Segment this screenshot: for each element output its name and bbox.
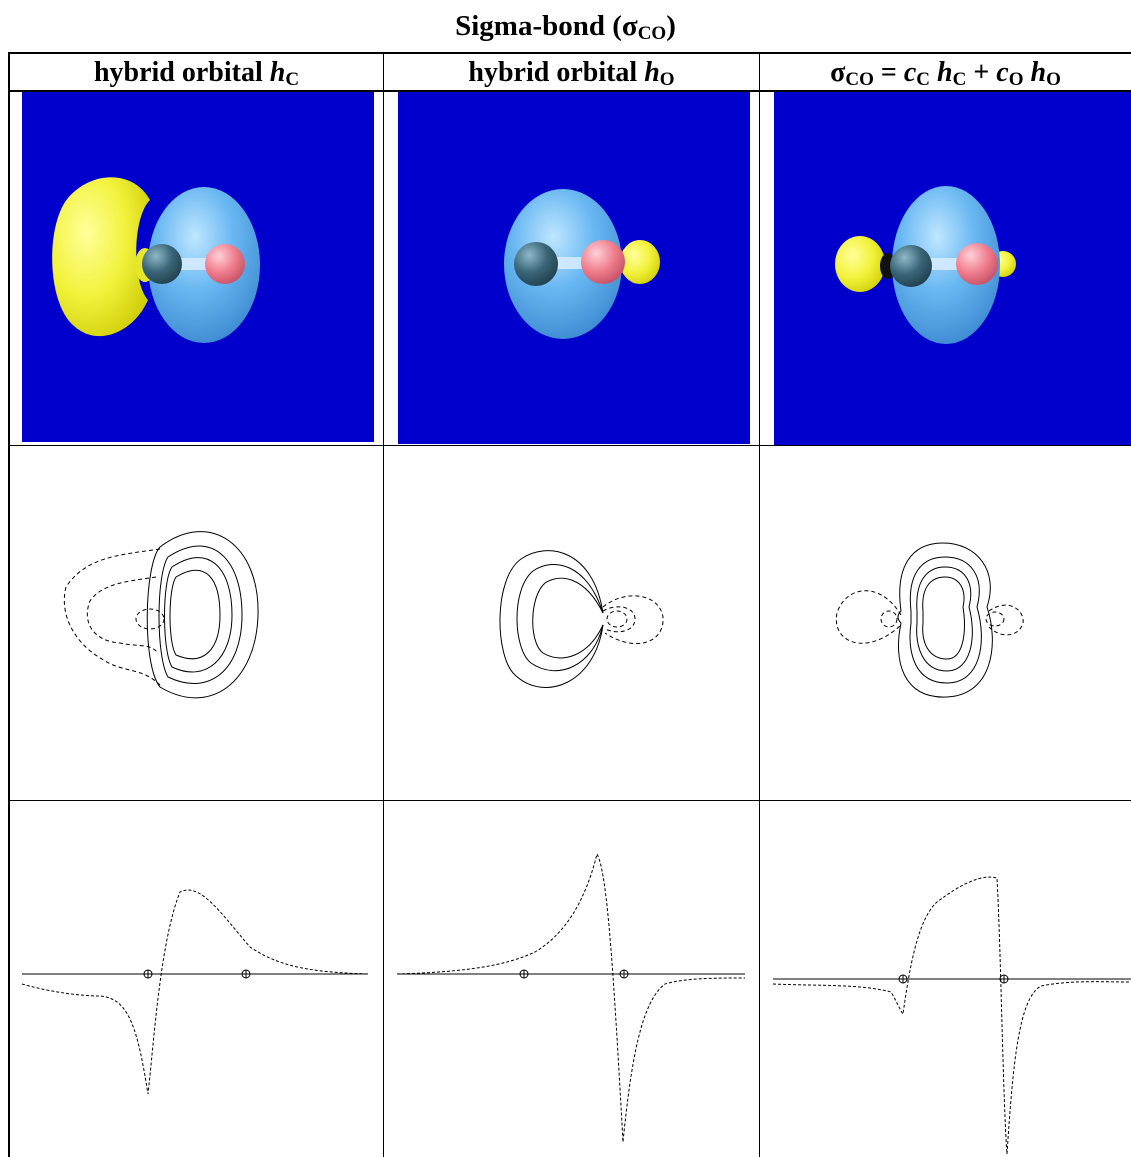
row-divider-1 (8, 445, 1131, 446)
header-text (1024, 57, 1031, 88)
carbon-atom (514, 242, 558, 286)
header-italic-symbol: h (269, 57, 286, 88)
header-subscript: O (659, 69, 675, 90)
contour-panel-sigma (761, 447, 1131, 799)
header-subscript: C (285, 69, 300, 90)
negative-contours (835, 590, 1024, 644)
negative-contours (602, 595, 664, 644)
column-header-ho: hybrid orbital hO (384, 54, 759, 92)
oxygen-atom (581, 240, 625, 284)
header-text: σ (830, 57, 846, 88)
carbon-atom (142, 244, 182, 284)
orbital-amplitude-curve (396, 852, 746, 1143)
header-subscript: O (1046, 69, 1061, 90)
column-header-hc: hybrid orbital hC (10, 54, 383, 92)
profile-panel-ho (385, 802, 758, 1157)
oxygen-atom (956, 243, 998, 285)
header-italic-symbol: c (996, 57, 1009, 88)
header-text: hybrid orbital (468, 57, 645, 88)
positive-contours (499, 550, 604, 689)
nuclear-positions (143, 969, 251, 979)
orbital-amplitude-curve (772, 876, 1131, 1155)
figure-title: Sigma-bond (σCO) (455, 10, 676, 44)
header-subscript: CO (845, 69, 874, 90)
header-text: + (966, 57, 997, 88)
profile-panel-sigma (761, 802, 1131, 1157)
header-italic-symbol: h (937, 57, 953, 88)
negative-lobe-left (835, 236, 885, 292)
isosurface-panel-ho (398, 92, 750, 444)
header-italic-symbol: h (1030, 57, 1047, 88)
row-divider-2 (8, 800, 1131, 801)
orbital-amplitude-curve (21, 889, 369, 1095)
contour-panel-hc (10, 447, 382, 799)
table-border-top (8, 52, 1131, 54)
column-divider-2 (759, 52, 760, 1157)
table-border-left (8, 52, 10, 1157)
column-header-sigma: σCO = cC hC + cO hO (760, 54, 1131, 92)
oxygen-atom (205, 244, 245, 284)
header-subscript: C (952, 69, 967, 90)
positive-contours (146, 531, 259, 699)
carbon-atom (890, 245, 932, 287)
negative-lobe (620, 240, 660, 284)
header-subscript: C (916, 69, 930, 90)
negative-contours (63, 548, 165, 686)
nuclear-positions (898, 974, 1009, 984)
header-italic-symbol: h (644, 57, 660, 88)
contour-panel-ho (385, 447, 758, 799)
header-divider (8, 90, 1131, 92)
header-text (930, 57, 937, 88)
nuclear-positions (519, 969, 629, 979)
column-divider-1 (383, 52, 384, 1157)
header-italic-symbol: c (903, 57, 917, 88)
negative-lobe (52, 177, 150, 337)
isosurface-panel-sigma (774, 92, 1131, 445)
profile-panel-hc (10, 802, 382, 1157)
isosurface-panel-hc (22, 92, 374, 442)
positive-contours (897, 542, 993, 698)
header-text: hybrid orbital (93, 57, 270, 88)
header-text: = (873, 57, 904, 88)
header-subscript: O (1008, 69, 1024, 90)
